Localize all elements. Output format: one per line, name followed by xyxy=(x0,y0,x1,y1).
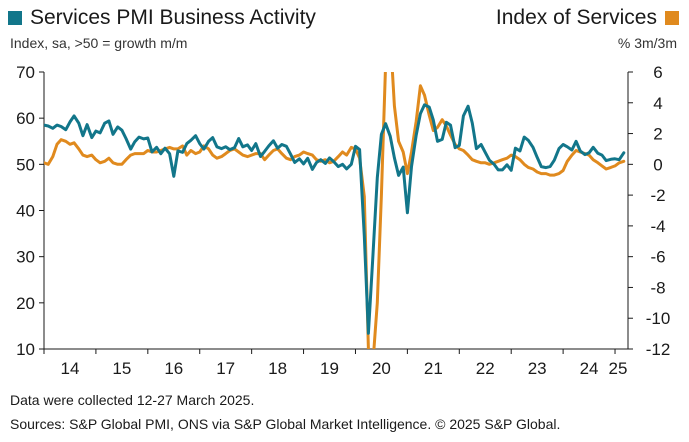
y-right-tick-label: -4 xyxy=(650,217,665,236)
left-axis-subtitle: Index, sa, >50 = growth m/m xyxy=(10,35,188,51)
left-legend: Services PMI Business Activity xyxy=(8,6,316,30)
x-tick-label: 25 xyxy=(609,359,628,378)
x-tick-label: 17 xyxy=(216,359,235,378)
right-chart-title: Index of Services xyxy=(495,6,657,29)
y-left-tick-label: 30 xyxy=(16,248,35,267)
right-legend: Index of Services xyxy=(496,6,679,30)
x-tick-label: 20 xyxy=(372,359,391,378)
ios-swatch xyxy=(665,11,679,25)
y-right-tick-label: -8 xyxy=(650,278,665,297)
right-axis-subtitle: % 3m/3m xyxy=(617,35,677,51)
x-tick-label: 22 xyxy=(476,359,495,378)
x-tick-label: 16 xyxy=(164,359,183,378)
ios-series-line xyxy=(44,72,626,349)
x-tick-label: 24 xyxy=(580,359,599,378)
y-right-tick-label: 2 xyxy=(653,125,662,144)
pmi-swatch xyxy=(8,11,22,25)
y-right-tick-label: 6 xyxy=(653,63,662,82)
y-left-tick-label: 50 xyxy=(16,155,35,174)
y-left-tick-label: 40 xyxy=(16,202,35,221)
y-left-tick-label: 10 xyxy=(16,340,35,359)
y-left-tick-label: 60 xyxy=(16,109,35,128)
x-tick-label: 18 xyxy=(268,359,287,378)
y-left-tick-label: 70 xyxy=(16,63,35,82)
y-left-tick-label: 20 xyxy=(16,294,35,313)
x-tick-label: 23 xyxy=(528,359,547,378)
pmi-series-line xyxy=(44,103,626,335)
x-tick-label: 14 xyxy=(60,359,79,378)
data-collection-note: Data were collected 12-27 March 2025. xyxy=(10,392,255,408)
left-chart-title: Services PMI Business Activity xyxy=(30,6,316,29)
x-tick-label: 19 xyxy=(320,359,339,378)
sources-note: Sources: S&P Global PMI, ONS via S&P Glo… xyxy=(10,416,561,432)
y-right-tick-label: -2 xyxy=(650,186,665,205)
y-right-tick-label: 4 xyxy=(653,94,662,113)
y-right-tick-label: -12 xyxy=(646,340,671,359)
x-tick-label: 21 xyxy=(424,359,443,378)
y-right-tick-label: -10 xyxy=(646,309,671,328)
y-right-tick-label: 0 xyxy=(653,155,662,174)
x-tick-label: 15 xyxy=(112,359,131,378)
y-right-tick-label: -6 xyxy=(650,248,665,267)
